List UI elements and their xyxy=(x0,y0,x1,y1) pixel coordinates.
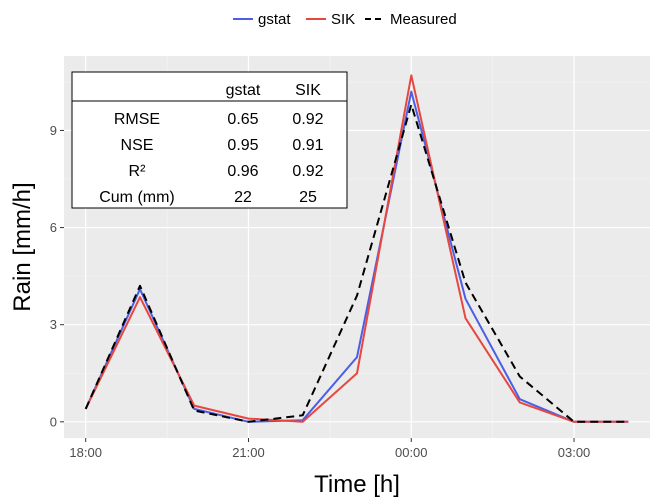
stats-table-cell-sik: 0.92 xyxy=(292,163,323,180)
x-tick-label: 21:00 xyxy=(232,445,265,460)
stats-table-row-label: NSE xyxy=(121,137,154,154)
stats-table: gstat SIK RMSE 0.65 0.92 NSE 0.95 0.91 R² 0.96 0.9… xyxy=(71,71,348,209)
grid-lines xyxy=(64,56,650,438)
stats-table-cell-gstat: 0.65 xyxy=(227,111,258,128)
stats-table-cell-sik: 25 xyxy=(299,189,317,206)
y-axis-title: Rain [mm/h] xyxy=(9,182,36,311)
stats-table-cell-gstat: 22 xyxy=(234,189,252,206)
legend-label-measured: Measured xyxy=(390,11,457,28)
y-tick-label: 9 xyxy=(50,123,57,138)
stats-table-box xyxy=(71,71,348,209)
legend: gstat SIK Measured xyxy=(233,11,457,28)
series-lines xyxy=(84,74,629,423)
x-axis-title: Time [h] xyxy=(314,471,400,498)
x-tick-label: 18:00 xyxy=(69,445,102,460)
stats-table-cell-gstat: 0.96 xyxy=(227,163,258,180)
y-tick-label: 6 xyxy=(50,220,57,235)
y-tick-label: 0 xyxy=(50,414,57,429)
legend-label-gstat: gstat xyxy=(258,11,291,28)
stats-table-cell-sik: 0.92 xyxy=(292,111,323,128)
legend-label-sik: SIK xyxy=(331,11,355,28)
y-tick-label: 3 xyxy=(50,317,57,332)
stats-table-cell-gstat: 0.95 xyxy=(227,137,258,154)
series-line-measured xyxy=(84,103,629,423)
x-tick-label: 03:00 xyxy=(558,445,591,460)
stats-table-header: SIK xyxy=(295,82,321,99)
stats-table-header: gstat xyxy=(226,82,261,99)
stats-table-row-label: R² xyxy=(129,163,147,180)
stats-table-row-label: RMSE xyxy=(114,111,160,128)
stats-table-cell-sik: 0.91 xyxy=(292,137,323,154)
stats-table-row-label: Cum (mm) xyxy=(99,189,175,206)
x-tick-label: 00:00 xyxy=(395,445,428,460)
axes: 0 3 6 9 18:00 21:00 00:00 03:00 xyxy=(50,123,591,460)
